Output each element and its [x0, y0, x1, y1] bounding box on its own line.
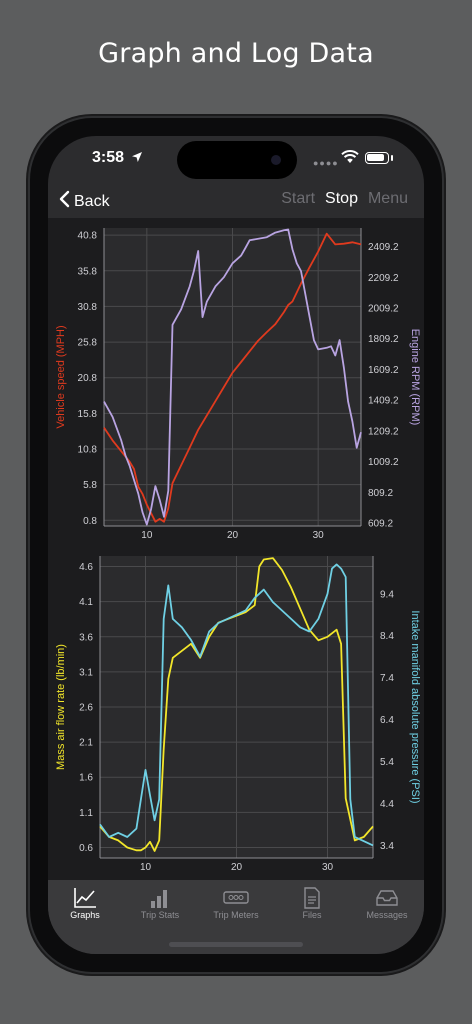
dynamic-island	[177, 141, 297, 179]
home-indicator	[169, 942, 303, 947]
tab-bar: Graphs Trip Stats Trip Meters Files Mess…	[48, 880, 424, 954]
right-tick-label: 2409.2	[368, 242, 399, 253]
series-line-left	[103, 232, 362, 523]
bar-chart-icon	[125, 886, 195, 910]
signal-icon: ●●●●	[313, 158, 339, 168]
left-tick-label: 35.8	[78, 266, 98, 277]
left-tick-label: 3.1	[79, 667, 93, 678]
location-arrow-icon	[131, 150, 143, 168]
x-tick-label: 10	[140, 862, 152, 873]
start-button[interactable]: Start	[281, 190, 316, 207]
tab-graphs[interactable]: Graphs	[50, 886, 120, 920]
left-axis-label: Mass air flow rate (lb/min)	[55, 644, 67, 770]
right-tick-label: 6.4	[380, 715, 394, 726]
right-tick-label: 1209.2	[368, 426, 399, 437]
right-tick-label: 1809.2	[368, 334, 399, 345]
tab-trip-meters-label: Trip Meters	[213, 910, 259, 920]
left-tick-label: 2.1	[79, 738, 93, 749]
stop-button[interactable]: Stop	[325, 190, 358, 207]
left-tick-label: 25.8	[78, 338, 98, 349]
tab-trip-meters[interactable]: Trip Meters	[201, 886, 271, 920]
right-tick-label: 3.4	[380, 841, 394, 852]
right-tick-label: 2209.2	[368, 273, 399, 284]
tab-trip-stats-label: Trip Stats	[140, 910, 180, 920]
tab-files-label: Files	[302, 910, 322, 920]
right-tick-label: 1009.2	[368, 457, 399, 468]
left-tick-label: 1.1	[79, 808, 93, 819]
left-tick-label: 4.1	[79, 597, 93, 608]
meter-icon	[201, 886, 271, 910]
left-tick-label: 30.8	[78, 302, 98, 313]
left-tick-label: 1.6	[79, 773, 93, 784]
action-button	[26, 250, 30, 274]
x-tick-label: 30	[313, 530, 325, 538]
chart-line-icon	[50, 886, 120, 910]
left-tick-label: 5.8	[83, 480, 97, 491]
battery-tip	[391, 155, 393, 161]
left-tick-label: 3.6	[79, 632, 93, 643]
left-tick-label: 4.6	[79, 562, 93, 573]
tab-graphs-label: Graphs	[70, 910, 100, 920]
tab-messages[interactable]: Messages	[352, 886, 422, 920]
left-tick-label: 2.6	[79, 703, 93, 714]
right-tick-label: 1609.2	[368, 365, 399, 376]
menu-button[interactable]: Menu	[367, 190, 408, 207]
chevron-left-icon	[58, 190, 70, 213]
left-tick-label: 20.8	[78, 373, 98, 384]
right-tick-label: 9.4	[380, 589, 394, 600]
right-tick-label: 609.2	[368, 519, 393, 530]
x-tick-label: 20	[231, 862, 243, 873]
back-button[interactable]: Back	[58, 190, 110, 213]
tab-files[interactable]: Files	[277, 886, 347, 920]
left-tick-label: 40.8	[78, 231, 98, 242]
right-tick-label: 4.4	[380, 799, 394, 810]
right-axis-label: Engine RPM (RPM)	[409, 329, 421, 426]
document-icon	[277, 886, 347, 910]
right-tick-label: 7.4	[380, 673, 394, 684]
status-time: 3:58	[92, 149, 125, 166]
speed-rpm-chart[interactable]: 10 20 30 40.8 35.8 30.8 25.8 20.8 15.8 10.8 5.8 0.8…	[48, 218, 424, 538]
inbox-icon	[352, 886, 422, 910]
charts-area: 10 20 30 40.8 35.8 30.8 25.8 20.8 15.8 10.8 5.8 0.8…	[48, 218, 424, 880]
camera-icon	[271, 155, 281, 165]
tab-trip-stats[interactable]: Trip Stats	[125, 886, 195, 920]
left-tick-label: 10.8	[78, 445, 98, 456]
x-tick-label: 10	[141, 530, 153, 538]
headline: Graph and Log Data	[98, 38, 374, 69]
left-tick-label: 15.8	[78, 409, 98, 420]
right-tick-label: 8.4	[380, 631, 394, 642]
power-button	[442, 310, 446, 390]
left-axis-label: Vehicle speed (MPH)	[55, 325, 67, 428]
back-label: Back	[74, 192, 110, 210]
maf-map-chart[interactable]: 10 20 30 4.6 4.1 3.6 3.1 2.6 2.1 1.6 1.1 0.6 9.4 8.4 7…	[48, 548, 424, 878]
series-line-right	[103, 228, 362, 526]
left-tick-label: 0.8	[83, 516, 97, 527]
screen: 3:58 ●●●● Back Start Stop Menu 10 20 30 40.…	[48, 136, 424, 954]
tab-messages-label: Messages	[366, 910, 408, 920]
right-axis-label: Intake manifold absolute pressure (PSI)	[409, 610, 421, 803]
right-tick-label: 1409.2	[368, 396, 399, 407]
left-tick-label: 0.6	[79, 843, 93, 854]
wifi-icon	[341, 150, 359, 169]
right-tick-label: 2009.2	[368, 303, 399, 314]
volume-down-button	[26, 352, 30, 402]
right-tick-label: 809.2	[368, 488, 393, 499]
nav-bar: Back Start Stop Menu	[48, 182, 424, 218]
right-tick-label: 5.4	[380, 757, 394, 768]
battery-icon	[365, 152, 389, 164]
x-tick-label: 30	[322, 862, 334, 873]
status-bar: 3:58 ●●●●	[48, 136, 424, 182]
series-line-right	[99, 563, 374, 847]
volume-up-button	[26, 290, 30, 340]
x-tick-label: 20	[227, 530, 239, 538]
